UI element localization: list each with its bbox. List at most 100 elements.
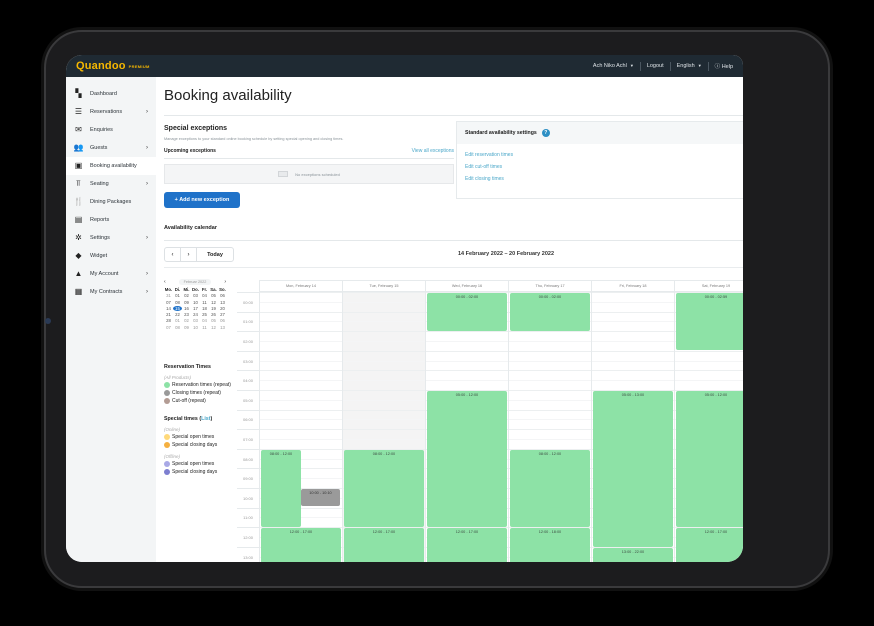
mini-day[interactable]: 05 <box>211 318 216 324</box>
mini-day[interactable]: 08 <box>175 324 180 330</box>
mini-day[interactable]: 04 <box>202 293 207 299</box>
reservation-time-block[interactable]: 05:00 - 12:00 <box>427 391 507 528</box>
mini-day[interactable]: 08 <box>175 299 180 305</box>
sidebar-item-reports[interactable]: ▤ Reports <box>66 211 156 229</box>
mini-month-label[interactable]: Februar 2022 <box>178 279 212 285</box>
reservation-time-block[interactable]: 08:00 - 12:00 <box>261 449 301 528</box>
reservation-time-block[interactable]: 12:00 - 18:00 <box>510 528 590 562</box>
mini-day[interactable]: 31 <box>166 293 171 299</box>
mini-day[interactable]: 23 <box>184 312 189 318</box>
mini-day[interactable]: 03 <box>193 318 198 324</box>
mini-day[interactable]: 24 <box>193 312 198 318</box>
help-icon[interactable]: ? <box>541 129 550 137</box>
reservation-time-block[interactable]: 12:00 - 17:00 <box>427 528 507 562</box>
mini-day[interactable]: 11 <box>202 299 207 305</box>
mini-day[interactable]: 06 <box>220 293 225 299</box>
reservation-time-block[interactable]: 05:00 - 12:00 <box>676 391 743 528</box>
hour-label: 02:00 <box>237 331 259 351</box>
mini-day[interactable]: 15 <box>173 305 182 311</box>
mini-day[interactable]: 26 <box>211 312 216 318</box>
reservation-time-block[interactable]: 12:00 - 17:00 <box>261 528 341 562</box>
chevron-right-icon: › <box>146 145 148 151</box>
hour-label: 00:00 <box>237 292 259 312</box>
hour-line <box>426 390 508 391</box>
reservation-time-block[interactable]: 12:00 - 17:00 <box>676 528 743 562</box>
mini-day[interactable]: 21 <box>166 312 171 318</box>
mini-day[interactable]: 13 <box>220 299 225 305</box>
sidebar-item-guests[interactable]: 👥 Guests › <box>66 139 156 157</box>
mini-day[interactable]: 25 <box>202 312 207 318</box>
next-week-button[interactable]: › <box>181 248 197 261</box>
mini-day[interactable]: 13 <box>220 324 225 330</box>
reservation-time-block[interactable]: 12:00 - 17:00 <box>344 528 424 562</box>
mini-next-month-button[interactable]: › <box>224 279 226 285</box>
mini-day[interactable]: 28 <box>166 318 171 324</box>
user-menu[interactable]: Ach Niko Achl ▼ <box>593 63 634 69</box>
mini-day[interactable]: 18 <box>202 305 207 311</box>
logo[interactable]: Quandoo <box>76 60 126 72</box>
sidebar-item-seating[interactable]: ⫪ Seating › <box>66 175 156 193</box>
mini-day[interactable]: 10 <box>193 299 198 305</box>
sidebar-item-dashboard[interactable]: ▚ Dashboard <box>66 85 156 103</box>
mini-day[interactable]: 07 <box>166 299 171 305</box>
mini-day[interactable]: 02 <box>184 318 189 324</box>
mini-day[interactable]: 16 <box>184 305 189 311</box>
mini-day[interactable]: 14 <box>166 305 171 311</box>
edit-cutoff-times-link[interactable]: Edit cut-off times <box>465 164 503 170</box>
reservation-time-block[interactable]: 08:00 - 12:00 <box>510 449 590 528</box>
mini-day[interactable]: 22 <box>175 312 180 318</box>
language-menu[interactable]: English ▼ <box>677 63 702 69</box>
legend-item: Closing times (repeat) <box>164 390 239 396</box>
mini-day[interactable]: 01 <box>175 293 180 299</box>
logout-link[interactable]: Logout <box>646 63 664 69</box>
special-times-list-link[interactable]: List <box>201 416 211 422</box>
reservation-time-block[interactable]: 00:00 - 02:00 <box>510 293 590 332</box>
mini-day[interactable]: 07 <box>166 324 171 330</box>
prev-week-button[interactable]: ‹ <box>165 248 181 261</box>
reservation-time-block[interactable]: 13:00 - 22:00 <box>593 547 673 562</box>
help-link[interactable]: ⓘ Help <box>715 62 733 70</box>
mini-day[interactable]: 05 <box>211 293 216 299</box>
reservation-time-block[interactable]: 00:00 - 02:00 <box>427 293 507 332</box>
mini-day[interactable]: 12 <box>211 324 216 330</box>
mini-prev-month-button[interactable]: ‹ <box>164 279 166 285</box>
legend-item: Special open times <box>164 461 239 467</box>
mini-day[interactable]: 19 <box>211 305 216 311</box>
mini-day[interactable]: 02 <box>184 293 189 299</box>
mini-day[interactable]: 01 <box>175 318 180 324</box>
edit-reservation-times-link[interactable]: Edit reservation times <box>465 152 514 158</box>
sidebar-item-enquiries[interactable]: ✉ Enquiries <box>66 121 156 139</box>
hour-line <box>426 350 508 352</box>
mini-day[interactable]: 06 <box>220 318 225 324</box>
sidebar-item-dining-packages[interactable]: 🍴 Dining Packages <box>66 193 156 211</box>
today-button[interactable]: Today <box>207 251 223 258</box>
edit-closing-times-link[interactable]: Edit closing times <box>465 176 504 182</box>
sidebar-item-booking-availability[interactable]: ▣ Booking availability <box>66 157 156 175</box>
closing-time-block[interactable]: 10:00 - 10:10 <box>301 489 340 506</box>
mini-day[interactable]: 17 <box>193 305 198 311</box>
mini-day[interactable]: 10 <box>193 324 198 330</box>
mini-day[interactable]: 27 <box>220 312 225 318</box>
sidebar-item-my-account[interactable]: ▲ My Account › <box>66 265 156 283</box>
hour-label: 05:00 <box>237 389 259 410</box>
view-all-exceptions-link[interactable]: View all exceptions <box>411 148 454 154</box>
mini-day[interactable]: 20 <box>220 305 225 311</box>
empty-calendar-icon <box>278 171 289 177</box>
sidebar-item-label: Dashboard <box>90 91 117 97</box>
mini-day[interactable]: 09 <box>184 299 189 305</box>
sidebar-item-settings[interactable]: ✲ Settings › <box>66 229 156 247</box>
sidebar-item-label: Dining Packages <box>90 199 132 205</box>
reservation-time-block[interactable]: 00:00 - 02:59 <box>676 293 743 351</box>
mini-day[interactable]: 09 <box>184 324 189 330</box>
cutlery-icon: 🍴 <box>73 197 84 206</box>
sidebar-item-reservations[interactable]: ☰ Reservations › <box>66 103 156 121</box>
reservation-time-block[interactable]: 05:00 - 13:00 <box>593 391 673 547</box>
reservation-time-block[interactable]: 08:00 - 12:00 <box>344 449 424 528</box>
mini-day[interactable]: 11 <box>202 324 207 330</box>
add-new-exception-button[interactable]: + Add new exception <box>164 192 240 208</box>
sidebar-item-my-contracts[interactable]: ▦ My Contracts › <box>66 283 156 301</box>
mini-day[interactable]: 03 <box>193 293 198 299</box>
mini-day[interactable]: 04 <box>202 318 207 324</box>
sidebar-item-widget[interactable]: ◆ Widget <box>66 247 156 265</box>
mini-day[interactable]: 12 <box>211 299 216 305</box>
